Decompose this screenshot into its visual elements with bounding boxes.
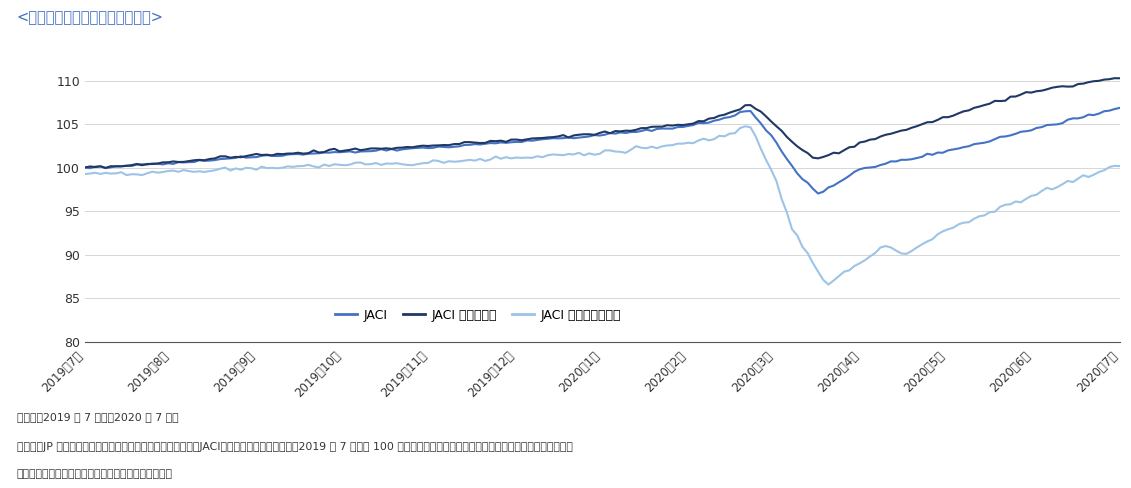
JACI	[78, 164, 92, 170]
JACI	[1067, 116, 1080, 122]
JACI 投資適格債	[276, 151, 290, 157]
JACI	[270, 153, 284, 159]
Line: JACI ハイイールド債: JACI ハイイールド債	[85, 126, 1120, 285]
Text: （注）　JP モルガン・アジア・クレジット・インデックス（JACI）（米ドル・ベース）を、2019 年 7 月末を 100 として指数化。グラフ・データは過去の: （注） JP モルガン・アジア・クレジット・インデックス（JACI）（米ドル・ベ…	[17, 442, 572, 451]
JACI	[354, 148, 368, 154]
JACI 投資適格債	[146, 161, 159, 167]
JACI 投資適格債	[1029, 88, 1043, 94]
JACI ハイイールド債	[140, 170, 154, 176]
JACI ハイイールド債	[1113, 163, 1126, 169]
Line: JACI: JACI	[85, 108, 1120, 194]
JACI	[140, 162, 154, 167]
JACI ハイイールド債	[120, 172, 133, 178]
Text: 運用成果等を約束するものではありません。: 運用成果等を約束するものではありません。	[17, 469, 173, 479]
JACI 投資適格債	[359, 146, 372, 152]
JACI ハイイールド債	[354, 160, 368, 165]
JACI ハイイールド債	[270, 165, 284, 171]
JACI	[120, 163, 133, 168]
JACI	[1113, 105, 1126, 111]
Text: （期間）2019 年 7 月末～2020 年 7 月末: （期間）2019 年 7 月末～2020 年 7 月末	[17, 412, 179, 422]
JACI 投資適格債	[1113, 75, 1126, 81]
JACI	[1029, 125, 1043, 131]
Text: <アジア・クレジット市場の推移>: <アジア・クレジット市場の推移>	[17, 10, 164, 25]
JACI ハイイールド債	[1071, 176, 1085, 182]
JACI	[811, 191, 824, 197]
JACI 投資適格債	[124, 162, 138, 168]
JACI ハイイールド債	[739, 123, 752, 129]
JACI 投資適格債	[1067, 83, 1080, 89]
JACI ハイイールド債	[1035, 188, 1048, 194]
JACI ハイイールド債	[78, 171, 92, 177]
JACI 投資適格債	[98, 165, 112, 171]
JACI 投資適格債	[78, 164, 92, 170]
JACI 投資適格債	[1107, 75, 1121, 81]
Line: JACI 投資適格債: JACI 投資適格債	[85, 78, 1120, 168]
Legend: JACI, JACI 投資適格債, JACI ハイイールド債: JACI, JACI 投資適格債, JACI ハイイールド債	[330, 304, 627, 327]
JACI ハイイールド債	[822, 282, 836, 287]
